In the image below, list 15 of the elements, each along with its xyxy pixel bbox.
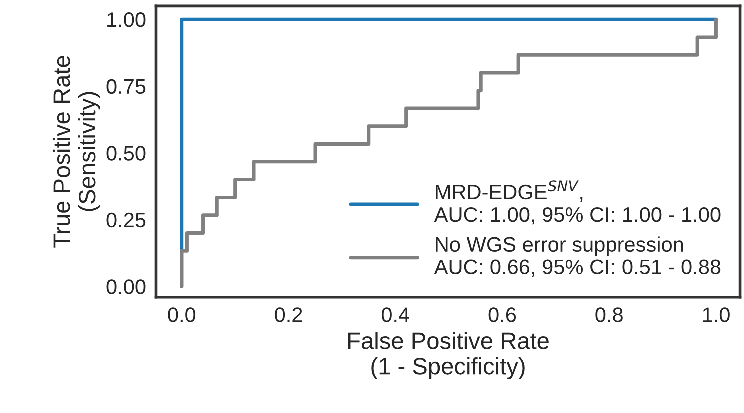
x-axis-title: False Positive Rate (1 - Specificity) [348, 332, 549, 380]
y-tick-label: 1.00 [108, 12, 146, 28]
y-axis-title: True Positive Rate (Sensitivity) [52, 56, 100, 248]
x-tick-label: 0.6 [488, 308, 516, 322]
x-tick-label: 0.4 [382, 308, 410, 322]
y-tick-label: 0.50 [106, 146, 146, 161]
x-tick-label: 1.0 [703, 308, 730, 322]
x-tick-label: 0.2 [275, 308, 302, 322]
legend-label: No WGS error suppression AUC: 0.66, 95% CI: 0.51 - 0.88 [434, 236, 721, 277]
x-tick-label: 0.0 [168, 308, 196, 322]
y-tick-label: 0.75 [106, 79, 146, 94]
y-tick-label: 0.00 [106, 280, 146, 294]
y-tick-label: 0.25 [106, 212, 146, 228]
x-tick-label: 0.8 [596, 308, 623, 322]
legend-label: MRD-EDGE$^{SNV}$, AUC: 1.00, 95% CI: 1.00 - 1.00 [434, 180, 721, 225]
